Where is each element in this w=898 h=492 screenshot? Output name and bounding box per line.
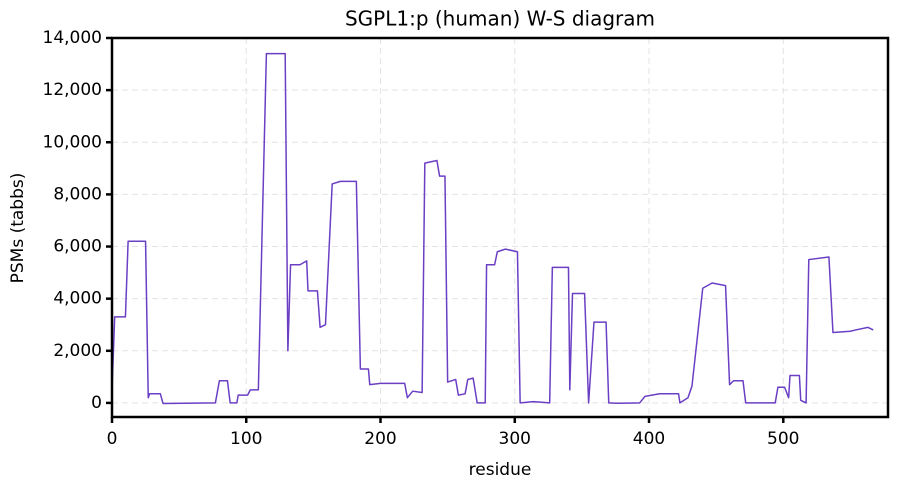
y-tick-label: 2,000 (53, 341, 102, 361)
y-tick-label: 10,000 (43, 132, 102, 152)
x-tick-label: 300 (499, 429, 531, 449)
x-tick-label: 500 (767, 429, 799, 449)
y-tick-label: 6,000 (53, 237, 102, 257)
y-tick-label: 4,000 (53, 289, 102, 309)
x-tick-label: 0 (107, 429, 118, 449)
y-tick-label: 0 (91, 393, 102, 413)
ticks: 0 2,000 4,000 6,000 8,000 10,000 12,000 14,000 0… (43, 28, 800, 449)
y-tick-label: 12,000 (43, 80, 102, 100)
x-tick-label: 200 (364, 429, 396, 449)
chart-title: SGPL1:p (human) W-S diagram (345, 7, 655, 31)
data-line (111, 52, 874, 405)
grid (111, 37, 888, 417)
plot (111, 52, 874, 405)
y-tick-label: 14,000 (43, 28, 102, 48)
y-tick-label: 8,000 (53, 184, 102, 204)
x-tick-label: 100 (230, 429, 262, 449)
plot-frame (110, 36, 890, 419)
x-tick-label: 400 (633, 429, 665, 449)
y-axis-label: PSMs (tabbs) (8, 173, 28, 284)
x-axis-label: residue (469, 460, 532, 480)
